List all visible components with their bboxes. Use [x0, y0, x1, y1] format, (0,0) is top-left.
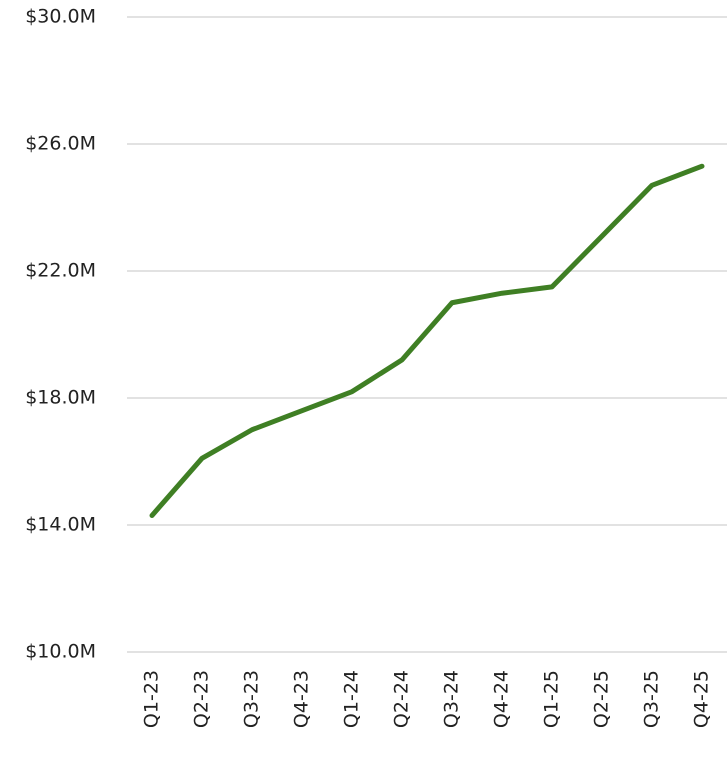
x-tick-label: Q2-23: [191, 670, 213, 728]
data-line: [149, 163, 705, 518]
x-tick-label: Q3-25: [641, 670, 663, 728]
y-tick-label: $14.0M: [25, 514, 96, 536]
x-tick-label: Q3-23: [241, 670, 263, 728]
y-tick-label: $26.0M: [25, 133, 96, 155]
y-tick-label: $18.0M: [25, 387, 96, 409]
y-tick-label: $30.0M: [25, 6, 96, 28]
y-tick-label: $22.0M: [25, 260, 96, 282]
x-tick-label: Q4-23: [291, 670, 313, 728]
x-tick-label: Q4-25: [691, 670, 713, 728]
x-tick-label: Q3-24: [441, 670, 463, 728]
x-tick-label: Q1-23: [141, 670, 163, 728]
x-tick-label: Q2-25: [591, 670, 613, 728]
y-tick-label: $10.0M: [25, 641, 96, 663]
x-tick-label: Q4-24: [491, 670, 513, 728]
x-tick-label: Q1-24: [341, 670, 363, 728]
x-tick-label: Q1-25: [541, 670, 563, 728]
x-tick-label: Q2-24: [391, 670, 413, 728]
